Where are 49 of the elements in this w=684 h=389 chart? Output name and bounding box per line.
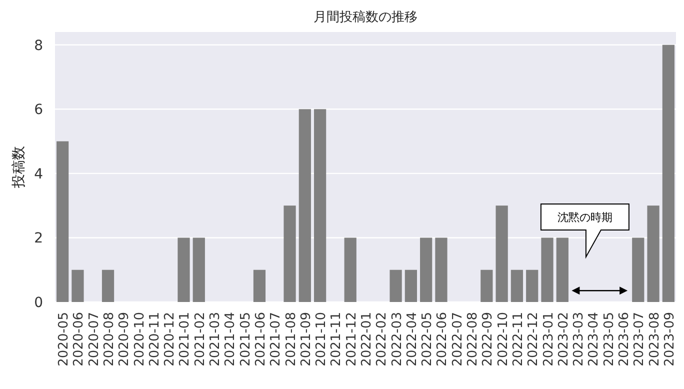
y-tick-label: 0 [34,295,43,311]
x-tick-label: 2020-11 [147,312,162,366]
x-tick-label: 2022-08 [466,312,481,366]
x-tick-label: 2020-12 [162,312,178,366]
x-tick-label: 2022-03 [390,312,405,366]
x-tick-label: 2020-06 [72,312,87,366]
x-tick-label: 2023-07 [632,312,648,366]
y-tick-label: 2 [34,230,43,247]
x-tick-label: 2023-06 [616,312,632,366]
x-tick-label: 2021-09 [298,312,314,366]
x-tick-label: 2022-04 [404,312,420,366]
x-tick-label: 2023-01 [541,312,556,366]
y-tick-label: 8 [34,38,43,54]
x-tick-label: 2021-05 [238,312,254,366]
x-tick-label: 2020-09 [117,312,132,366]
x-tick-label: 2023-09 [662,312,678,366]
x-tick-label: 2021-08 [284,312,299,366]
y-axis-title: 投稿数 [11,146,27,189]
x-tick-label: 2020-08 [102,312,118,366]
x-tick-label: 2021-12 [344,312,360,366]
x-tick-label: 2021-02 [192,312,208,366]
x-tick-label: 2020-10 [132,312,148,366]
x-tick-label: 2022-12 [526,312,542,366]
x-tick-label: 2023-08 [647,312,662,366]
x-tick-label: 2022-09 [480,312,496,366]
x-tick-label: 2023-02 [556,312,572,366]
x-tick-label: 2023-03 [572,312,587,366]
x-tick-label: 2022-10 [496,312,511,366]
x-tick-label: 2021-03 [208,312,224,366]
x-tick-label: 2022-07 [450,312,466,366]
x-tick-label: 2020-05 [56,312,72,366]
x-tick-label: 2023-04 [586,312,602,366]
x-tick-label: 2023-05 [602,312,617,366]
x-tick-label: 2021-10 [314,312,330,366]
x-tick-label: 2021-06 [253,312,268,366]
chart-title: 月間投稿数の推移 [314,10,418,25]
y-tick-label: 6 [34,102,44,118]
y-tick-label: 4 [34,166,44,182]
x-tick-label: 2021-04 [223,312,238,366]
x-tick-label: 2022-01 [360,312,374,366]
x-tick-label: 2022-11 [510,312,526,366]
x-tick-label: 2021-11 [329,312,344,366]
x-tick-label: 2020-07 [86,312,102,366]
annotation: 沈黙の時期 [557,210,612,224]
x-tick-label: 2021-01 [178,312,193,366]
x-tick-label: 2022-02 [374,312,390,366]
x-tick-label: 2022-05 [420,312,436,366]
x-tick-label: 2021-07 [268,312,284,366]
x-tick-label: 2022-06 [435,312,450,366]
